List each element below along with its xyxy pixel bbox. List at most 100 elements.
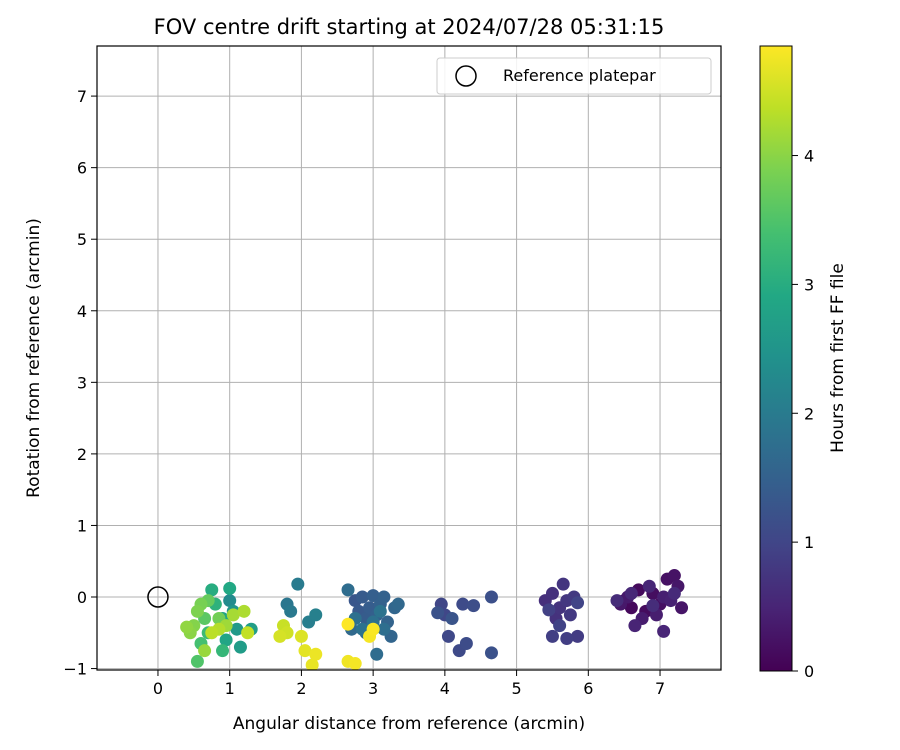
data-point-99 — [226, 608, 240, 622]
data-point-31 — [571, 629, 585, 643]
data-point-24 — [545, 586, 559, 600]
data-point-42 — [459, 637, 473, 651]
data-point-106 — [273, 629, 287, 643]
data-point-35 — [553, 619, 567, 633]
data-point-71 — [284, 604, 298, 618]
data-point-112 — [348, 657, 362, 670]
x-tick-label-4: 4 — [440, 679, 450, 698]
colorbar-tick-label-1: 1 — [804, 533, 814, 552]
data-point-108 — [298, 644, 312, 658]
colorbar-tick-label-0: 0 — [804, 662, 814, 681]
data-point-72 — [291, 577, 305, 591]
data-point-96 — [180, 620, 194, 634]
colorbar-tick-label-4: 4 — [804, 147, 814, 166]
colorbar — [759, 45, 793, 672]
grid-lines — [97, 46, 721, 670]
data-point-43 — [467, 599, 481, 613]
data-point-102 — [205, 626, 219, 640]
y-tick-label-5: 4 — [77, 302, 87, 321]
y-tick-label-8: 7 — [77, 87, 87, 106]
data-point-60 — [391, 597, 405, 611]
data-point-63 — [370, 647, 384, 661]
colorbar-tick-label-2: 2 — [804, 404, 814, 423]
data-point-83 — [205, 583, 219, 597]
data-point-21 — [610, 594, 624, 608]
data-point-41 — [456, 597, 470, 611]
legend-entry-reference: Reference platepar — [503, 66, 656, 85]
legend-marker-icon — [455, 65, 477, 87]
data-point-19 — [624, 586, 638, 600]
data-point-32 — [560, 632, 574, 646]
colorbar-ticks: 0 1 2 3 4 — [792, 147, 814, 681]
y-tick-label-2: 1 — [77, 516, 87, 535]
data-point-47 — [445, 611, 459, 625]
x-axis-ticks: 0 1 2 3 4 5 6 7 — [153, 670, 665, 698]
data-point-22 — [646, 599, 660, 613]
data-point-36 — [571, 596, 585, 610]
data-point-75 — [223, 594, 237, 608]
colorbar-label: Hours from first FF file — [828, 263, 848, 453]
x-tick-label-6: 6 — [583, 679, 593, 698]
data-point-110 — [309, 647, 323, 661]
legend: Reference platepar — [436, 57, 712, 95]
y-tick-label-6: 5 — [77, 230, 87, 249]
data-point-77 — [230, 622, 244, 636]
data-point-34 — [542, 603, 556, 617]
data-point-74 — [309, 608, 323, 622]
data-point-1 — [624, 601, 638, 615]
data-point-81 — [219, 633, 233, 647]
scatter-points — [180, 569, 689, 670]
data-point-44 — [484, 590, 498, 604]
y-tick-label-7: 6 — [77, 159, 87, 178]
data-point-97 — [198, 644, 212, 658]
x-tick-label-3: 3 — [368, 679, 378, 698]
plot-frame — [96, 45, 722, 671]
x-tick-label-2: 2 — [296, 679, 306, 698]
data-point-53 — [366, 589, 380, 603]
data-point-8 — [675, 601, 689, 615]
data-point-64 — [341, 583, 355, 597]
data-point-20 — [667, 586, 681, 600]
y-tick-label-4: 3 — [77, 373, 87, 392]
data-point-78 — [233, 640, 247, 654]
y-tick-label-0: −1 — [63, 660, 87, 679]
data-point-7 — [667, 569, 681, 583]
data-point-107 — [294, 629, 308, 643]
y-axis-label: Rotation from reference (arcmin) — [24, 218, 44, 498]
x-axis-label: Angular distance from reference (arcmin) — [233, 714, 585, 734]
data-point-29 — [563, 608, 577, 622]
data-point-115 — [341, 617, 355, 631]
data-point-56 — [377, 590, 391, 604]
colorbar-tick-label-3: 3 — [804, 275, 814, 294]
legend-box — [436, 57, 712, 95]
y-tick-label-1: 0 — [77, 588, 87, 607]
data-point-100 — [237, 604, 251, 618]
reference-platepar-point — [147, 586, 169, 608]
data-point-18 — [642, 579, 656, 593]
data-point-46 — [431, 606, 445, 620]
y-axis-ticks: −1 0 1 2 3 4 5 6 7 — [63, 87, 97, 679]
data-point-85 — [216, 644, 230, 658]
reference-marker — [147, 586, 169, 608]
data-point-93 — [190, 604, 204, 618]
x-tick-label-5: 5 — [511, 679, 521, 698]
data-point-114 — [366, 622, 380, 636]
x-tick-label-1: 1 — [225, 679, 235, 698]
x-tick-label-0: 0 — [153, 679, 163, 698]
data-point-88 — [190, 654, 204, 668]
data-point-16 — [628, 619, 642, 633]
data-point-27 — [556, 577, 570, 591]
x-tick-label-7: 7 — [655, 679, 665, 698]
data-point-45 — [484, 646, 498, 660]
data-point-17 — [657, 624, 671, 638]
chart-title: FOV centre drift starting at 2024/07/28 … — [154, 15, 665, 39]
data-point-33 — [545, 629, 559, 643]
data-point-65 — [377, 622, 391, 636]
data-point-50 — [355, 590, 369, 604]
data-point-69 — [373, 604, 387, 618]
y-tick-label-3: 2 — [77, 445, 87, 464]
data-point-82 — [223, 581, 237, 595]
data-point-103 — [241, 626, 255, 640]
data-point-109 — [305, 658, 319, 670]
